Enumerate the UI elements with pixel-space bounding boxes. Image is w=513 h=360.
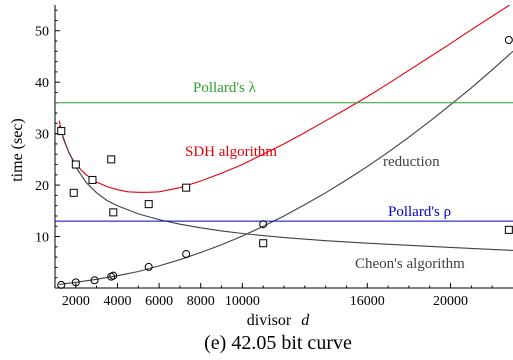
x-axis-label: divisor d: [247, 312, 310, 329]
cheon-s-algorithm-curve: [58, 125, 513, 251]
sdh-algorithm-curve: [58, 5, 511, 193]
data-point-square: [88, 175, 97, 184]
data-point-square: [144, 200, 153, 209]
data-point-circle: [504, 35, 513, 44]
data-point-circle: [182, 250, 191, 259]
plot-area: 10 20 30 40 50 2000 4000 6000 8000 10000 16000 2000…: [35, 5, 513, 309]
y-axis-label: time (sec): [9, 118, 26, 182]
x-tick-label: 6000: [145, 294, 173, 309]
x-tick-label: 8000: [187, 294, 215, 309]
data-point-circle: [259, 220, 268, 229]
pollard-lambda-label: Pollard's λ: [193, 80, 257, 96]
sdh-algorithm-label: SDH algorithm: [185, 144, 277, 160]
data-point-square: [182, 183, 191, 192]
x-axis-label-var: d: [301, 312, 310, 329]
data-point-square: [69, 188, 78, 197]
y-tick-label: 50: [35, 25, 49, 40]
x-axis-label-text: divisor: [247, 312, 292, 329]
x-tick-label: 4000: [103, 294, 131, 309]
figure-caption: (e) 42.05 bit curve: [204, 332, 352, 354]
data-point-circle: [71, 278, 80, 287]
y-tick-label: 20: [35, 179, 49, 194]
x-tick-label: 2000: [62, 294, 90, 309]
data-point-square: [107, 155, 116, 164]
y-tick-label: 30: [35, 128, 49, 143]
labels: Pollard's λ SDH algorithm reduction Poll…: [9, 80, 465, 354]
data-point-square: [109, 208, 118, 217]
data-point-circle: [90, 276, 99, 285]
data-point-square: [504, 225, 513, 234]
x-tick-label: 16000: [350, 294, 385, 309]
reduction-curve: [59, 50, 513, 285]
x-tick-label: 10000: [225, 294, 260, 309]
y-tick-label: 40: [35, 76, 49, 91]
y-tick-label: 10: [35, 231, 49, 246]
x-tick-label: 20000: [433, 294, 468, 309]
data-point-square: [57, 127, 66, 136]
cheons-algorithm-label: Cheon's algorithm: [355, 256, 465, 272]
data-point-circle: [109, 271, 118, 280]
reduction-label: reduction: [383, 154, 440, 170]
data-point-square: [259, 239, 268, 248]
pollard-rho-label: Pollard's ρ: [388, 204, 451, 220]
data-point-square: [71, 160, 80, 169]
data-point-circle: [57, 280, 66, 289]
data-point-circle: [144, 262, 153, 271]
